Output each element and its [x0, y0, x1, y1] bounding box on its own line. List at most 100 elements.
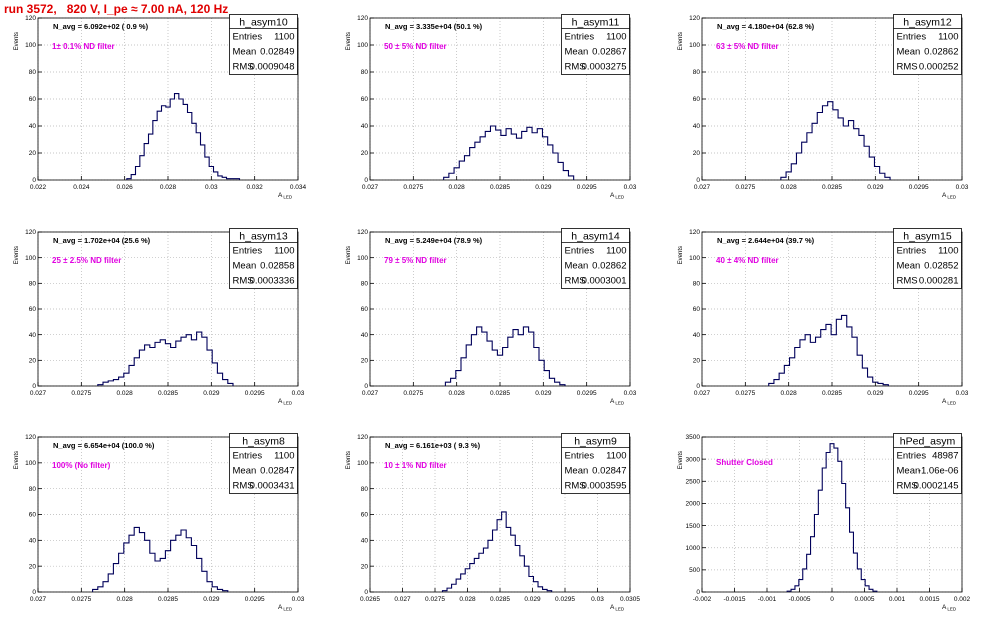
stats-label: Mean — [233, 466, 257, 477]
filter-label: Shutter Closed — [716, 458, 773, 467]
histogram-bin — [459, 161, 464, 180]
histogram-bin — [800, 340, 805, 386]
histogram-bin — [165, 551, 170, 592]
stats-value: 0.02862 — [592, 261, 626, 272]
stats-value: 48987 — [932, 451, 958, 462]
x-axis-label-sub: LED — [947, 607, 957, 612]
y-axis-label: Events — [14, 32, 20, 50]
histogram-bin — [131, 175, 135, 180]
histogram-bin — [807, 554, 811, 592]
histogram-bin — [214, 172, 218, 180]
histogram-bin — [218, 176, 222, 180]
stats-label: Entries — [897, 451, 927, 462]
x-tick-label: 0.0285 — [490, 184, 510, 191]
histogram-bin — [139, 533, 144, 592]
x-axis-label-sub: LED — [615, 607, 625, 612]
y-tick-label: 120 — [689, 15, 700, 22]
y-tick-label: 100 — [25, 255, 36, 262]
histogram-bin — [802, 142, 807, 180]
histogram-bin — [482, 332, 487, 386]
x-tick-label: 0.0285 — [822, 184, 842, 191]
histogram-bin — [183, 104, 187, 180]
histogram-bin — [807, 133, 812, 180]
stats-label: RMS — [897, 481, 918, 492]
histogram-panel-h_asym12: 0.027 0.0275 0.028 0.0285 0.029 0.0295 0.03 0 20… — [678, 14, 969, 200]
stats-value: 1100 — [606, 32, 626, 43]
y-tick-label: 500 — [689, 567, 700, 574]
histogram-bin — [862, 368, 867, 386]
histogram-bin — [822, 468, 826, 592]
x-tick-label: 0.028 — [160, 184, 177, 191]
histogram-bin — [548, 145, 553, 180]
x-tick-label: 0.028 — [117, 390, 134, 397]
y-tick-label: 120 — [357, 15, 368, 22]
x-tick-label: 0.0285 — [490, 596, 510, 603]
histogram-name: h_asym15 — [903, 231, 952, 243]
stats-value: 1100 — [938, 246, 958, 257]
x-tick-label: 0.0285 — [490, 390, 510, 397]
y-tick-label: 80 — [29, 69, 37, 76]
histogram-bin — [181, 337, 186, 386]
histogram-outline — [780, 101, 891, 180]
histogram-bin — [508, 337, 513, 386]
y-tick-label: 40 — [29, 538, 37, 545]
histogram-bin — [850, 532, 854, 592]
histogram-bin — [119, 553, 124, 592]
histogram-bin — [795, 348, 800, 387]
stats-label: RMS — [233, 276, 254, 287]
y-tick-label: 60 — [29, 96, 37, 103]
histogram-bin — [493, 530, 498, 592]
y-tick-label: 80 — [29, 281, 37, 288]
x-tick-label: 0.0295 — [555, 596, 575, 603]
histogram-bin — [838, 461, 842, 592]
y-tick-label: 20 — [29, 358, 37, 365]
x-tick-label: 0.002 — [954, 596, 971, 603]
histogram-bin — [774, 380, 779, 386]
histogram-bin — [791, 164, 796, 180]
histogram-bin — [98, 587, 103, 592]
histogram-bin — [523, 327, 528, 386]
stats-value: 0.0003431 — [250, 481, 295, 492]
filter-label: 25 ± 2.5% ND filter — [52, 256, 121, 265]
histogram-bin — [188, 113, 192, 181]
histogram-bin — [854, 129, 859, 180]
x-tick-label: 0.03 — [624, 184, 637, 191]
x-tick-label: 0.029 — [535, 184, 552, 191]
histogram-bin — [134, 358, 139, 386]
histogram-bin — [527, 127, 532, 180]
histogram-bin — [534, 348, 539, 387]
histogram-bin — [170, 99, 174, 180]
stats-value: -1.06e-06 — [918, 466, 959, 477]
y-tick-label: 20 — [361, 358, 369, 365]
histogram-bin — [205, 157, 209, 180]
stats-value: 0.0003275 — [582, 62, 627, 73]
histogram-bin — [196, 133, 200, 180]
histogram-panel-h_asym11: 0.027 0.0275 0.028 0.0285 0.029 0.0295 0.03 0 20… — [346, 14, 637, 200]
y-tick-label: 120 — [689, 229, 700, 236]
stats-box — [229, 14, 298, 75]
histogram-bin — [447, 588, 452, 592]
stats-label: Mean — [565, 47, 589, 58]
histogram-name: h_asym14 — [571, 231, 620, 243]
histogram-bin — [542, 137, 547, 180]
y-tick-label: 20 — [361, 150, 369, 157]
stats-box — [893, 228, 962, 289]
histogram-bin — [811, 537, 815, 592]
histogram-bin — [833, 110, 838, 180]
y-tick-label: 60 — [29, 512, 37, 519]
histogram-bin — [826, 453, 830, 593]
histogram-bin — [477, 327, 482, 386]
histogram-bin — [176, 535, 181, 592]
histogram-bin — [558, 162, 563, 180]
stats-value: 1100 — [274, 451, 294, 462]
histogram-outline — [768, 314, 889, 386]
x-axis-label: ALED — [278, 192, 293, 200]
histogram-bin — [779, 373, 784, 386]
stats-label: RMS — [565, 481, 586, 492]
histogram-bin — [497, 520, 502, 592]
x-tick-label: 0.028 — [449, 390, 466, 397]
histogram-bin — [506, 527, 511, 592]
x-tick-label: 0 — [830, 596, 834, 603]
stats-value: 0.000252 — [919, 62, 959, 73]
y-tick-label: 1500 — [686, 523, 701, 530]
